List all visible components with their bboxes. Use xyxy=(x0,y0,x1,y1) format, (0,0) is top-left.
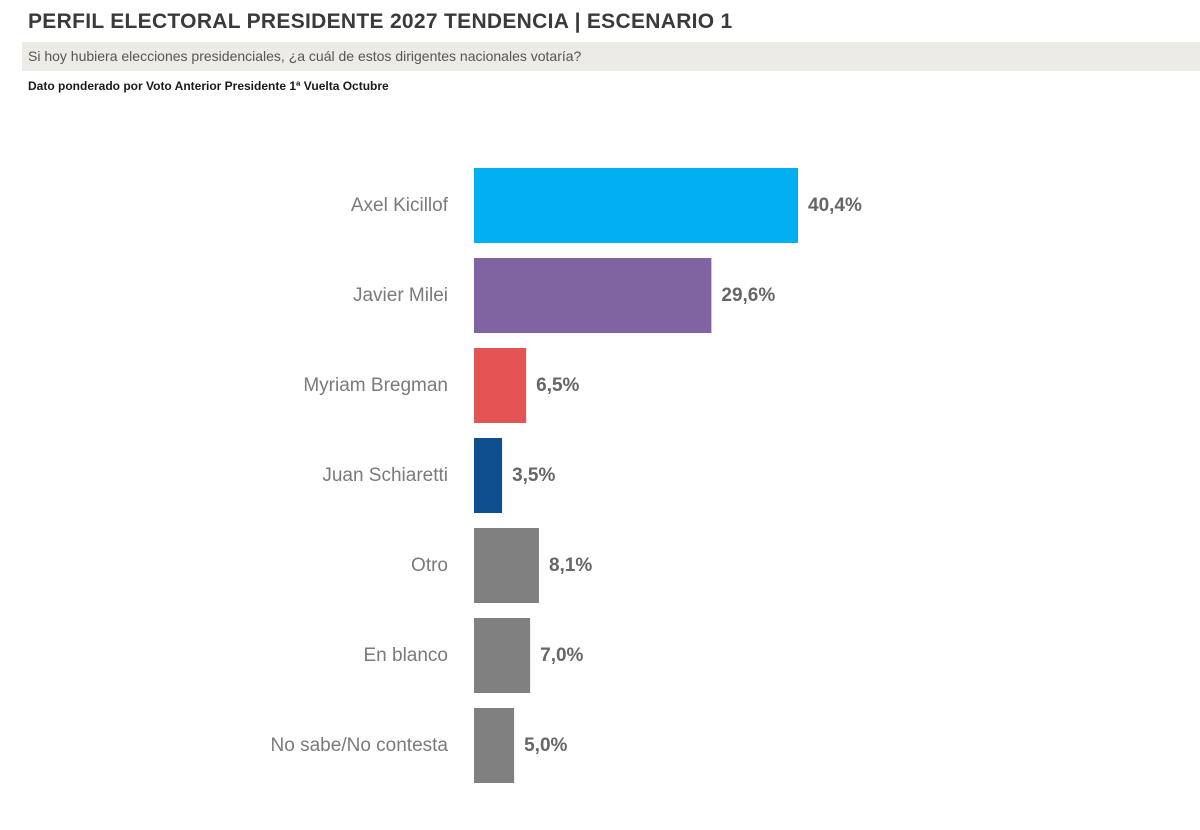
category-label-3: Juan Schiaretti xyxy=(322,465,448,486)
category-label-6: No sabe/No contesta xyxy=(271,735,449,756)
category-label-2: Myriam Bregman xyxy=(303,375,448,396)
bar-0 xyxy=(474,168,798,243)
category-label-4: Otro xyxy=(411,555,448,576)
page-title: PERFIL ELECTORAL PRESIDENTE 2027 TENDENC… xyxy=(28,10,733,33)
bar-6 xyxy=(474,708,515,783)
value-label-4: 8,1% xyxy=(549,555,592,576)
weighting-note: Dato ponderado por Voto Anterior Preside… xyxy=(28,79,389,93)
value-label-2: 6,5% xyxy=(536,375,579,396)
bar-2 xyxy=(474,348,527,423)
bar-4 xyxy=(474,528,539,603)
category-label-5: En blanco xyxy=(363,645,448,666)
bar-3 xyxy=(474,438,503,513)
bar-1 xyxy=(474,258,712,333)
value-label-6: 5,0% xyxy=(524,735,567,756)
question-band xyxy=(22,42,1200,71)
bar-5 xyxy=(474,618,531,693)
value-label-3: 3,5% xyxy=(512,465,555,486)
value-label-0: 40,4% xyxy=(808,195,862,216)
category-label-1: Javier Milei xyxy=(353,285,448,306)
category-label-0: Axel Kicillof xyxy=(351,195,449,216)
value-label-5: 7,0% xyxy=(540,645,583,666)
value-label-1: 29,6% xyxy=(721,285,775,306)
survey-question: Si hoy hubiera elecciones presidenciales… xyxy=(28,48,582,64)
